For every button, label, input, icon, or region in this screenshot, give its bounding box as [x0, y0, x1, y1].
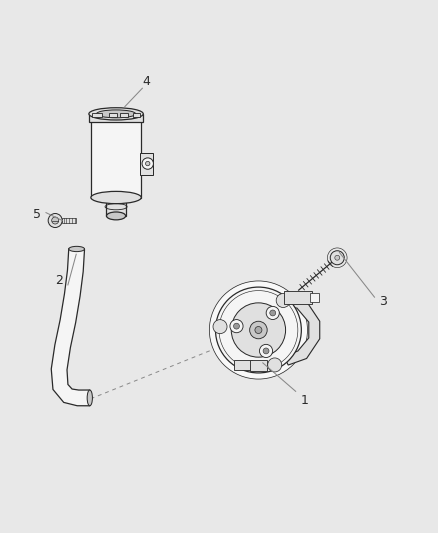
Bar	[92, 113, 102, 117]
Bar	[234, 360, 252, 370]
Circle shape	[209, 281, 307, 379]
Ellipse shape	[89, 108, 143, 120]
Bar	[140, 152, 152, 174]
Bar	[133, 113, 140, 117]
Bar	[62, 219, 76, 223]
Circle shape	[52, 217, 59, 224]
Circle shape	[259, 344, 272, 358]
Polygon shape	[51, 248, 90, 406]
Text: 2: 2	[55, 274, 63, 287]
Bar	[284, 290, 312, 304]
Bar	[250, 360, 267, 370]
Bar	[106, 198, 126, 216]
Bar	[91, 121, 141, 198]
Text: 4: 4	[143, 75, 151, 88]
Text: 3: 3	[379, 295, 387, 308]
Text: 5: 5	[33, 208, 41, 221]
Circle shape	[330, 251, 344, 265]
Text: 1: 1	[300, 393, 308, 407]
Circle shape	[270, 310, 276, 316]
Circle shape	[233, 323, 240, 329]
Circle shape	[213, 320, 227, 334]
Circle shape	[266, 306, 279, 319]
Circle shape	[276, 294, 290, 308]
Ellipse shape	[96, 110, 136, 118]
Circle shape	[268, 358, 282, 372]
Circle shape	[255, 327, 262, 334]
Circle shape	[230, 320, 243, 333]
Polygon shape	[283, 297, 320, 365]
Circle shape	[335, 255, 340, 260]
Ellipse shape	[69, 246, 85, 252]
Ellipse shape	[91, 191, 141, 204]
Bar	[120, 113, 128, 117]
Circle shape	[231, 303, 286, 357]
Circle shape	[250, 321, 267, 339]
Ellipse shape	[87, 390, 92, 406]
Bar	[110, 113, 117, 117]
Bar	[89, 114, 143, 122]
Circle shape	[145, 161, 150, 166]
Circle shape	[263, 348, 269, 354]
Circle shape	[142, 158, 153, 169]
Circle shape	[215, 287, 301, 373]
Bar	[310, 293, 319, 302]
Ellipse shape	[106, 212, 126, 220]
Circle shape	[48, 214, 62, 228]
